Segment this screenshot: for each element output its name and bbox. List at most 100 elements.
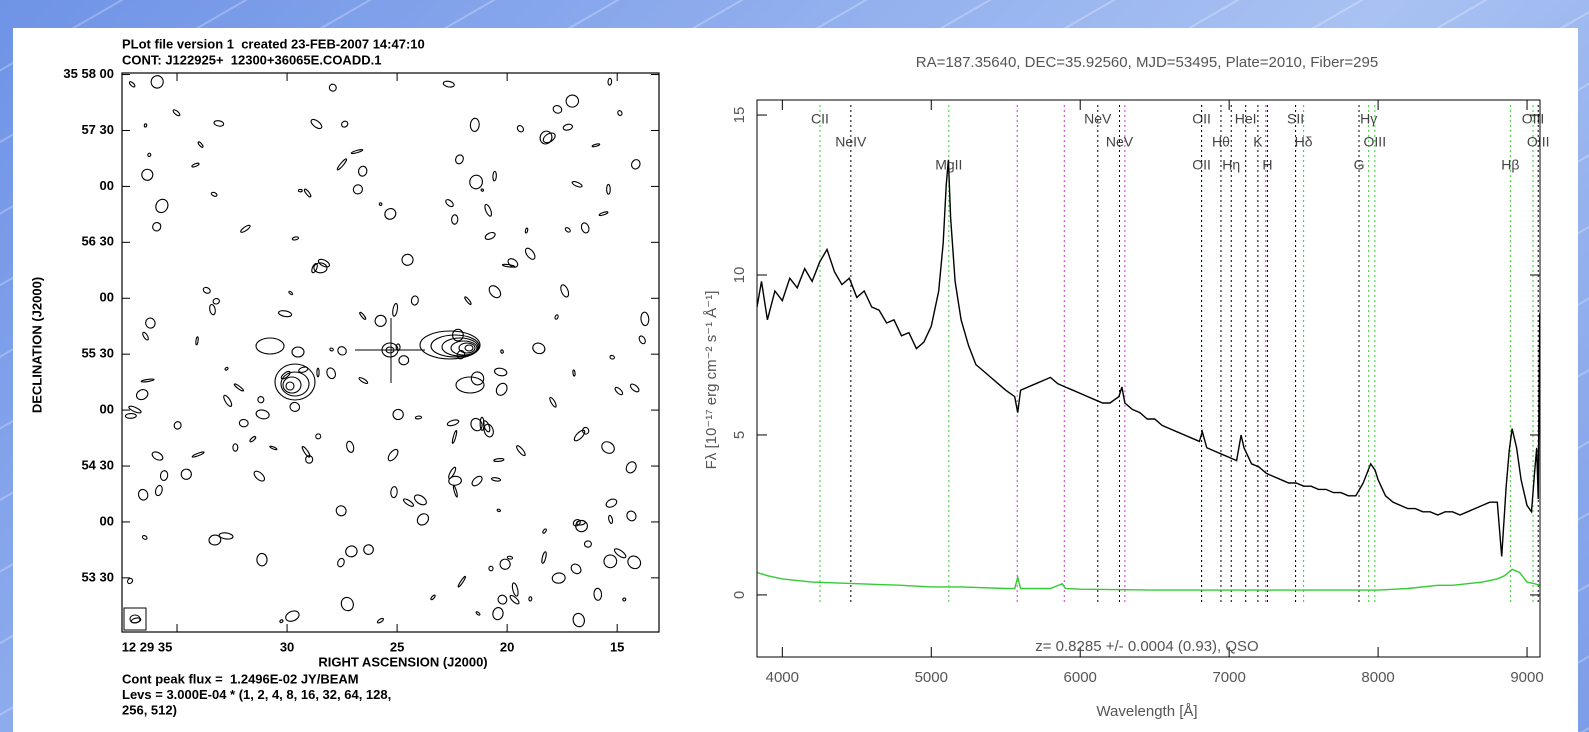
x-tick-label: 25 — [390, 639, 404, 654]
contour — [600, 439, 617, 455]
contour — [465, 345, 473, 351]
contour — [303, 188, 311, 198]
spectral-line-label: NeV — [1084, 111, 1112, 127]
contour — [541, 551, 547, 563]
contour — [525, 228, 528, 233]
annotation: z= 0.8285 +/- 0.0004 (0.93), QSO — [1035, 638, 1258, 655]
contour — [602, 553, 618, 569]
x-tick-label: 15 — [610, 639, 624, 654]
contour — [358, 377, 368, 385]
contour — [599, 211, 609, 216]
y-axis-label: Fλ [10⁻¹⁷ erg cm⁻² s⁻¹ Å⁻¹] — [703, 291, 720, 470]
contour — [325, 367, 337, 380]
contour — [500, 350, 503, 354]
contour — [257, 553, 267, 565]
contour — [571, 180, 582, 188]
contour — [594, 588, 602, 600]
note: Levs = 3.000E-04 * (1, 2, 4, 8, 16, 32, … — [122, 687, 391, 702]
contour — [358, 166, 368, 177]
contour — [286, 382, 294, 390]
spectral-line-label: NeIV — [835, 134, 867, 150]
y-tick-label: 00 — [100, 513, 114, 528]
contour — [334, 504, 348, 518]
x-tick-label: 7000 — [1212, 669, 1245, 686]
contour — [494, 381, 509, 397]
contour — [284, 609, 301, 623]
contour — [257, 396, 265, 404]
contour — [144, 317, 156, 329]
contour — [359, 312, 367, 320]
contour — [454, 154, 465, 165]
contour — [392, 409, 404, 421]
contour — [379, 203, 382, 206]
contour — [542, 528, 547, 533]
contour — [538, 129, 554, 146]
y-tick-label: 00 — [100, 178, 114, 193]
spectral-line-label: Hη — [1222, 157, 1240, 173]
y-tick-label: 35 58 00 — [63, 66, 114, 81]
contour — [154, 485, 163, 497]
contour — [328, 83, 338, 93]
contour — [554, 314, 558, 319]
contour — [386, 448, 399, 463]
contour — [552, 572, 566, 584]
contour — [225, 367, 229, 371]
contour — [239, 419, 248, 427]
contour — [507, 556, 513, 560]
contour — [142, 331, 150, 340]
contour — [383, 206, 398, 221]
contour — [315, 433, 322, 440]
contour — [135, 388, 150, 402]
contour — [127, 577, 134, 584]
contour — [345, 441, 354, 454]
contour — [559, 284, 570, 298]
contour — [549, 397, 558, 408]
contour — [607, 184, 611, 194]
contour — [401, 254, 413, 266]
contour — [509, 594, 520, 605]
y-tick-label: 55 30 — [81, 346, 114, 361]
contour — [173, 421, 182, 430]
contour — [269, 446, 277, 451]
slide: PLot file version 1 created 23-FEB-2007 … — [0, 0, 1589, 732]
contour — [464, 296, 472, 305]
contour — [565, 94, 579, 108]
contour — [592, 143, 600, 147]
contour — [249, 436, 256, 443]
contour — [141, 378, 154, 382]
figure: PLot file version 1 created 23-FEB-2007 … — [0, 0, 1589, 732]
map-chart: PLot file version 1 created 23-FEB-2007 … — [29, 36, 659, 717]
contour — [151, 221, 162, 232]
spectral-line-label: SII — [1287, 111, 1304, 127]
contour — [399, 356, 409, 365]
contour — [415, 511, 431, 527]
contour — [610, 355, 615, 360]
contour — [584, 541, 591, 548]
contour — [336, 557, 345, 567]
contour — [180, 468, 192, 480]
contour — [351, 183, 364, 196]
contour — [625, 509, 637, 522]
spectral-line-label: Hθ — [1212, 134, 1230, 150]
x-tick-label: 20 — [500, 639, 514, 654]
contour — [542, 131, 557, 145]
contour — [279, 619, 283, 623]
contour — [563, 123, 573, 131]
contour — [344, 545, 358, 559]
contour — [240, 224, 251, 233]
y-tick-label: 00 — [100, 290, 114, 305]
contour — [390, 486, 397, 497]
contour — [640, 312, 649, 326]
contour — [256, 338, 284, 354]
contour — [415, 416, 422, 419]
contour — [516, 124, 525, 133]
contour — [363, 545, 373, 555]
contour — [402, 498, 414, 508]
spectral-line-label: Hβ — [1501, 157, 1519, 173]
contour — [457, 576, 466, 588]
contour — [622, 597, 626, 601]
contour — [529, 597, 532, 601]
spectral-line-label: OIII — [1522, 111, 1545, 127]
y-tick-label: 15 — [731, 107, 748, 124]
x-tick-label: 6000 — [1064, 669, 1097, 686]
